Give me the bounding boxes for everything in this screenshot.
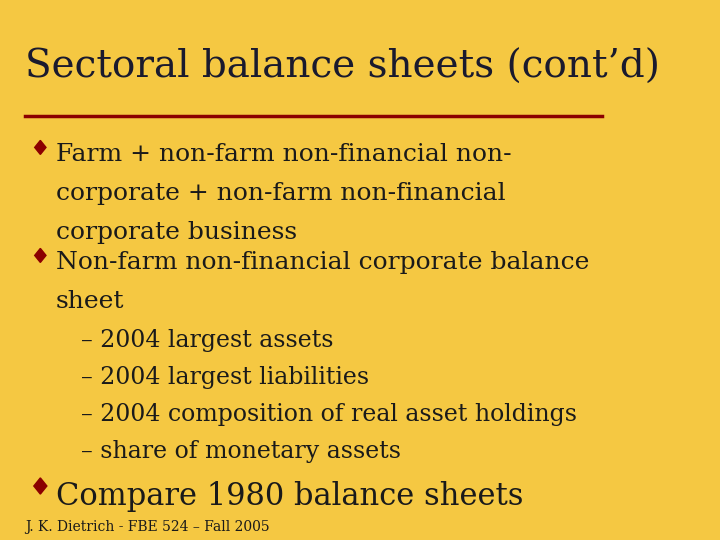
Text: Non-farm non-financial corporate balance: Non-farm non-financial corporate balance [56,251,589,274]
Text: sheet: sheet [56,290,125,313]
Text: – 2004 composition of real asset holdings: – 2004 composition of real asset holding… [81,403,577,426]
Text: – 2004 largest assets: – 2004 largest assets [81,329,333,353]
Polygon shape [35,248,46,262]
Text: – 2004 largest liabilities: – 2004 largest liabilities [81,366,369,389]
Polygon shape [35,140,46,154]
Text: J. K. Dietrich - FBE 524 – Fall 2005: J. K. Dietrich - FBE 524 – Fall 2005 [24,519,269,534]
Text: Sectoral balance sheets (cont’d): Sectoral balance sheets (cont’d) [24,49,660,86]
Text: corporate + non-farm non-financial: corporate + non-farm non-financial [56,182,505,205]
Text: corporate business: corporate business [56,221,297,244]
Text: Compare 1980 balance sheets: Compare 1980 balance sheets [56,481,523,511]
Text: Farm + non-farm non-financial non-: Farm + non-farm non-financial non- [56,143,511,166]
Polygon shape [34,478,47,494]
Text: – share of monetary assets: – share of monetary assets [81,440,401,463]
